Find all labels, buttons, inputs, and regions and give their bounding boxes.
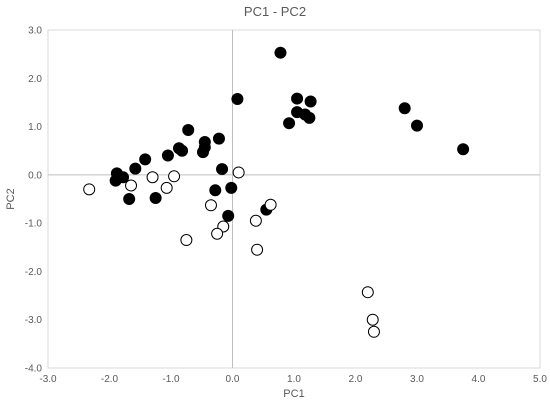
filled-data-point [222,209,235,222]
x-tick-label: 5.0 [533,374,547,385]
filled-data-point [209,184,222,197]
filled-data-point [139,153,152,166]
open-data-point [83,183,96,196]
filled-data-point [411,119,423,132]
open-data-point [180,234,193,247]
y-tick-label: 2.0 [28,74,42,85]
filled-data-point [196,146,209,159]
filled-data-point [231,93,244,106]
y-axis-ticks: 3.0 2.0 1.0 0.0 -1.0 -2.0 -3.0 -4.0 [25,26,43,375]
y-axis-label: PC2 [5,188,17,209]
filled-data-point [212,132,225,145]
filled-data-point [149,192,162,205]
x-tick-label: 1.0 [287,374,301,385]
filled-data-point [303,111,316,124]
y-tick-label: -2.0 [25,267,43,278]
x-axis-ticks: -3.0 -2.0 -1.0 0.0 1.0 2.0 3.0 4.0 5.0 [39,374,547,385]
open-data-point [264,198,277,211]
y-tick-label: 3.0 [28,26,42,37]
x-tick-label: 4.0 [472,374,486,385]
plot-area-border [47,29,541,369]
open-data-point [251,243,264,256]
filled-data-point [129,162,142,175]
open-data-point [232,166,245,179]
filled-data-point [109,174,122,187]
filled-data-point [283,117,296,130]
y-tick-label: 0.0 [28,170,42,181]
filled-data-point [161,149,174,162]
x-tick-label: -1.0 [162,374,180,385]
filled-data-point [123,193,136,205]
filled-data-point [304,95,317,108]
x-axis-label: PC1 [283,388,304,400]
y-tick-label: -3.0 [25,315,43,326]
x-tick-label: 2.0 [349,374,363,385]
filled-data-point [274,46,287,59]
data-points [83,46,470,338]
filled-data-point [291,92,304,105]
open-data-point [367,325,380,338]
open-data-point [204,199,217,212]
chart-title: PC1 - PC2 [244,4,306,19]
filled-data-point [216,163,229,176]
x-tick-label: -2.0 [101,374,119,385]
open-data-point [125,179,138,192]
x-tick-label: 3.0 [410,374,424,385]
filled-data-point [176,144,189,157]
filled-data-point [398,102,411,115]
open-data-point [160,181,173,194]
x-tick-label: 0.0 [226,374,240,385]
y-tick-label: -4.0 [25,364,43,375]
y-tick-label: 1.0 [28,122,42,133]
filled-data-point [182,123,195,136]
open-data-point [146,171,159,184]
filled-data-point [225,181,238,194]
filled-data-point [457,143,470,156]
open-data-point [249,214,262,227]
open-data-point [168,170,181,183]
x-tick-label: -3.0 [39,374,57,385]
open-data-point [361,286,374,299]
y-tick-label: -1.0 [25,219,43,230]
open-data-point [211,227,224,240]
open-data-point [366,313,379,326]
